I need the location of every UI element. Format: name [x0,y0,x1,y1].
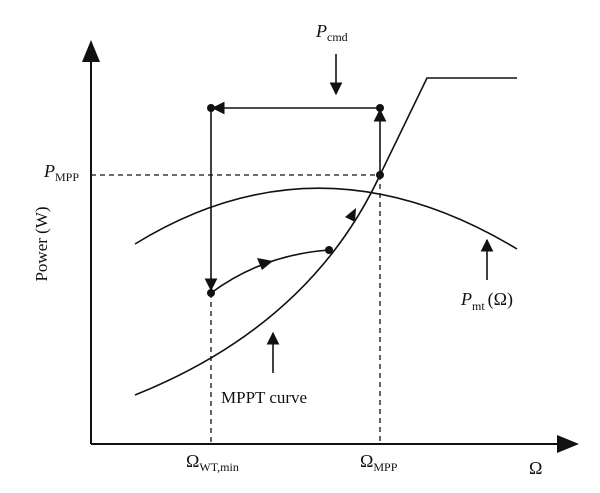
p-mpp-main: P [43,161,55,181]
mppt-direction-arrowhead [345,208,356,222]
p-mpp-sub: MPP [55,170,79,184]
pmt-sub: mt [472,299,485,313]
point-top-right [376,104,384,112]
pmt-label: Pmt (Ω) [460,289,513,313]
trajectory-curve-segment [210,249,330,294]
omega-wt-min-main: Ω [186,451,199,471]
p-cmd-label: Pcmd [315,21,348,44]
trajectory-direction-arrowhead [257,258,273,270]
pmt-arg: (Ω) [488,289,513,310]
y-axis-arrowhead [82,40,100,62]
omega-wt-min-sub: WT,min [199,460,238,474]
omega-mpp-label: ΩMPP [360,451,398,474]
point-mpp [376,171,384,179]
mppt-curve-label: MPPT curve [221,388,307,407]
x-axis-arrowhead [557,435,579,453]
pmt-main: P [460,289,472,309]
p-mpp-label: PMPP [43,161,79,184]
pmt-curve [134,187,518,250]
mppt-curve-line [134,77,517,396]
omega-wt-min-label: ΩWT,min [186,451,239,474]
omega-mpp-main: Ω [360,451,373,471]
point-wt-min [207,289,215,297]
x-axis-label: Ω [529,458,542,478]
p-cmd-main: P [315,21,327,41]
p-cmd-sub: cmd [327,30,348,44]
point-top-left [207,104,215,112]
point-intersection [325,246,333,254]
omega-mpp-sub: MPP [373,460,397,474]
y-axis-label: Power (W) [32,206,51,281]
